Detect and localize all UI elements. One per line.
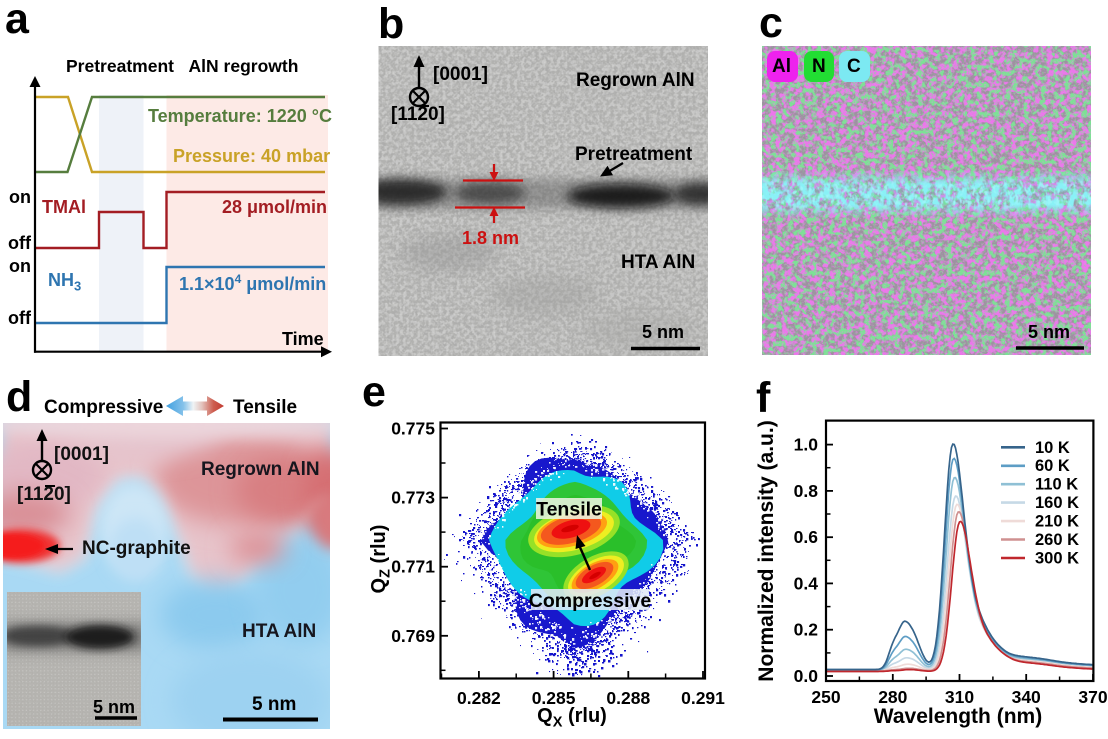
svg-text:280: 280 xyxy=(878,687,907,707)
svg-text:0.771: 0.771 xyxy=(391,557,435,577)
svg-text:Wavelength (nm): Wavelength (nm) xyxy=(874,705,1042,728)
svg-text:0.775: 0.775 xyxy=(391,419,435,439)
svg-text:0.291: 0.291 xyxy=(681,688,725,708)
svg-text:160 K: 160 K xyxy=(1035,494,1079,512)
svg-text:310: 310 xyxy=(945,687,974,707)
svg-text:340: 340 xyxy=(1012,687,1041,707)
svg-text:QZ (rlu): QZ (rlu) xyxy=(368,525,394,594)
svg-text:Compressive: Compressive xyxy=(529,590,652,612)
svg-text:300 K: 300 K xyxy=(1035,550,1079,568)
svg-text:0.4: 0.4 xyxy=(794,573,819,593)
svg-text:0.6: 0.6 xyxy=(794,527,819,547)
svg-text:10 K: 10 K xyxy=(1035,439,1070,457)
svg-text:0.0: 0.0 xyxy=(794,666,819,686)
svg-text:260 K: 260 K xyxy=(1035,531,1079,549)
svg-text:QX (rlu): QX (rlu) xyxy=(537,705,607,731)
svg-text:60 K: 60 K xyxy=(1035,457,1070,475)
svg-text:1.0: 1.0 xyxy=(794,435,819,455)
svg-text:0.285: 0.285 xyxy=(532,688,576,708)
svg-text:0.769: 0.769 xyxy=(391,626,435,646)
svg-text:Normalized intensity (a.u.): Normalized intensity (a.u.) xyxy=(755,420,778,681)
svg-text:250: 250 xyxy=(811,687,840,707)
svg-text:370: 370 xyxy=(1078,687,1107,707)
svg-text:Tensile: Tensile xyxy=(536,499,602,521)
svg-text:110 K: 110 K xyxy=(1035,476,1078,494)
svg-text:0.288: 0.288 xyxy=(606,688,650,708)
svg-text:0.773: 0.773 xyxy=(391,488,435,508)
svg-text:0.2: 0.2 xyxy=(794,620,819,640)
svg-text:0.282: 0.282 xyxy=(457,688,501,708)
svg-text:210 K: 210 K xyxy=(1035,513,1079,531)
svg-text:0.8: 0.8 xyxy=(794,481,819,501)
